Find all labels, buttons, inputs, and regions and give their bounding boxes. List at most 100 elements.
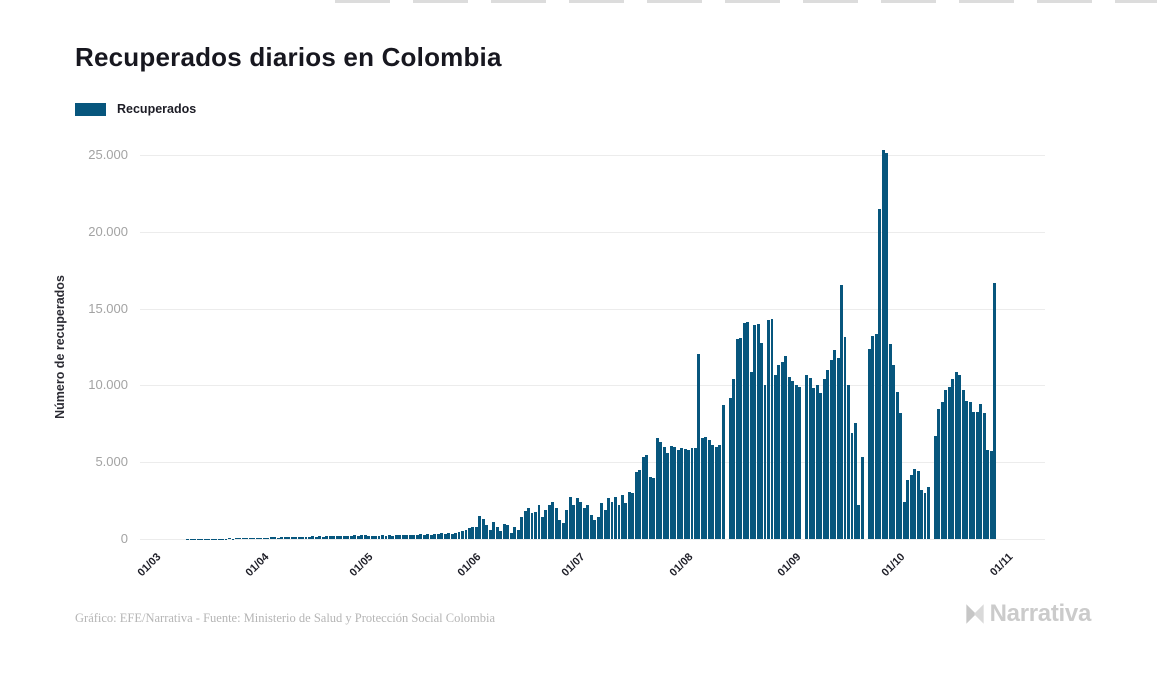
bar[interactable]: [335, 536, 339, 539]
bar[interactable]: [419, 534, 423, 539]
bar[interactable]: [867, 348, 871, 539]
bar[interactable]: [353, 535, 357, 539]
bar[interactable]: [405, 535, 409, 539]
bar[interactable]: [673, 446, 677, 539]
bar[interactable]: [314, 536, 318, 539]
bar[interactable]: [252, 538, 256, 539]
bar[interactable]: [467, 528, 471, 539]
bar[interactable]: [450, 533, 454, 539]
bar[interactable]: [360, 535, 364, 539]
bar[interactable]: [850, 433, 854, 539]
bar[interactable]: [228, 538, 231, 539]
bar[interactable]: [610, 501, 614, 539]
bar[interactable]: [217, 538, 221, 539]
bar[interactable]: [589, 515, 593, 539]
bar[interactable]: [367, 536, 371, 539]
bar[interactable]: [829, 360, 833, 539]
bar[interactable]: [732, 379, 736, 539]
bar[interactable]: [944, 390, 948, 539]
bar[interactable]: [909, 474, 913, 539]
bar[interactable]: [238, 538, 242, 539]
bar[interactable]: [541, 516, 544, 539]
bar[interactable]: [676, 450, 680, 539]
bar[interactable]: [311, 536, 315, 539]
bar[interactable]: [756, 323, 760, 539]
bar[interactable]: [641, 456, 645, 539]
bar[interactable]: [534, 511, 537, 539]
bar[interactable]: [447, 533, 451, 539]
bar[interactable]: [923, 493, 927, 539]
bar[interactable]: [273, 537, 277, 539]
bar[interactable]: [620, 494, 624, 539]
bar[interactable]: [516, 529, 520, 539]
bar[interactable]: [513, 526, 517, 539]
bar[interactable]: [558, 519, 562, 539]
bar[interactable]: [276, 537, 280, 539]
bar[interactable]: [325, 536, 329, 539]
bar[interactable]: [927, 486, 930, 539]
bar[interactable]: [290, 536, 294, 539]
bar[interactable]: [836, 357, 840, 539]
bar[interactable]: [471, 527, 475, 539]
bar[interactable]: [989, 451, 993, 539]
bar[interactable]: [645, 454, 649, 539]
bar[interactable]: [916, 470, 920, 539]
bar[interactable]: [774, 375, 777, 539]
bar[interactable]: [440, 533, 444, 539]
bar[interactable]: [433, 533, 437, 539]
bar[interactable]: [871, 336, 875, 539]
bar[interactable]: [704, 436, 708, 539]
bar[interactable]: [760, 343, 764, 539]
bar[interactable]: [888, 343, 892, 539]
bar[interactable]: [655, 438, 659, 539]
bar[interactable]: [920, 490, 923, 539]
bar[interactable]: [387, 535, 391, 539]
bar[interactable]: [454, 532, 457, 539]
bar[interactable]: [436, 534, 440, 539]
bar[interactable]: [753, 324, 757, 539]
bar[interactable]: [840, 284, 843, 539]
bar[interactable]: [401, 535, 405, 539]
bar[interactable]: [690, 448, 694, 539]
bar[interactable]: [728, 397, 732, 539]
bar[interactable]: [763, 385, 767, 539]
bar[interactable]: [346, 535, 350, 539]
bar[interactable]: [617, 505, 621, 539]
bar[interactable]: [509, 532, 513, 539]
bar[interactable]: [321, 536, 325, 539]
bar[interactable]: [954, 371, 958, 539]
bar[interactable]: [965, 400, 969, 539]
bar[interactable]: [474, 526, 478, 539]
bar[interactable]: [648, 476, 652, 539]
bar[interactable]: [269, 537, 273, 539]
bar[interactable]: [659, 441, 663, 539]
bar[interactable]: [666, 453, 670, 539]
bar[interactable]: [767, 320, 770, 539]
bar[interactable]: [248, 538, 252, 539]
bar[interactable]: [874, 333, 878, 539]
bar[interactable]: [634, 471, 638, 539]
bar[interactable]: [565, 509, 569, 539]
bar[interactable]: [537, 505, 541, 539]
bar[interactable]: [499, 531, 503, 539]
bar[interactable]: [993, 282, 996, 539]
bar[interactable]: [374, 535, 377, 539]
bar[interactable]: [572, 505, 576, 539]
bar[interactable]: [853, 423, 857, 539]
bar[interactable]: [332, 535, 336, 539]
bar[interactable]: [683, 449, 687, 539]
bar[interactable]: [975, 411, 979, 539]
bar[interactable]: [304, 536, 308, 539]
bar[interactable]: [339, 535, 343, 539]
bar[interactable]: [502, 523, 506, 539]
bar[interactable]: [607, 498, 610, 539]
bar[interactable]: [638, 470, 642, 539]
bar[interactable]: [530, 513, 534, 539]
bar[interactable]: [833, 350, 837, 539]
bar[interactable]: [902, 502, 906, 539]
bar[interactable]: [899, 413, 903, 539]
bar[interactable]: [982, 413, 986, 539]
bar[interactable]: [398, 535, 402, 539]
bar[interactable]: [318, 536, 322, 539]
bar[interactable]: [415, 534, 419, 539]
